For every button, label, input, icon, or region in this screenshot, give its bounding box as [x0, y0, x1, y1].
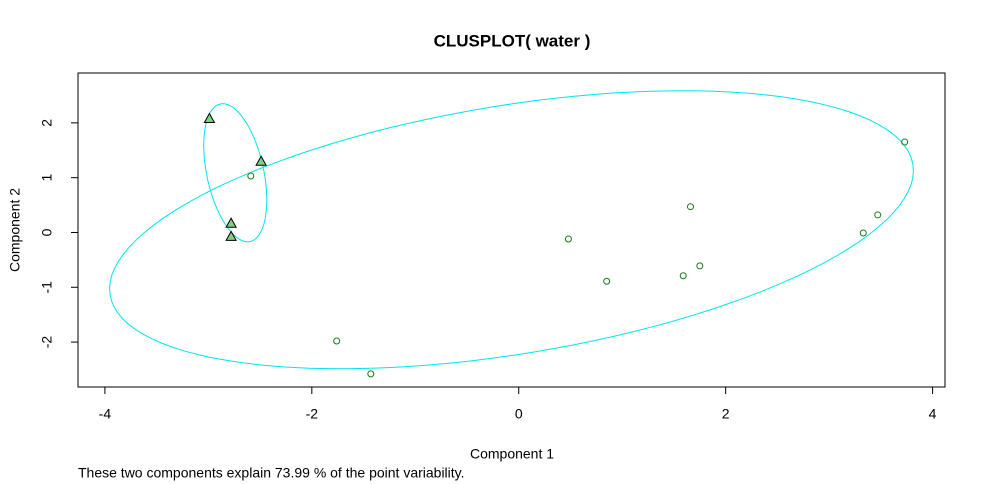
x-tick-label: 0: [515, 406, 523, 422]
plot-frame: [77, 72, 946, 388]
point: [859, 229, 867, 237]
point: [874, 211, 882, 219]
subtitle: These two components explain 73.99 % of …: [78, 465, 465, 481]
point: [901, 138, 909, 146]
y-tick-label: 0: [39, 228, 55, 236]
point: [203, 112, 216, 124]
x-tick-label: 4: [929, 406, 937, 422]
cluster-ellipse: [109, 90, 914, 370]
point: [225, 217, 237, 228]
x-tick-label: -4: [99, 406, 112, 422]
y-axis-label: Component 2: [7, 188, 23, 272]
x-tick-label: -2: [306, 406, 319, 422]
y-tick-label: -1: [39, 281, 55, 294]
point: [225, 230, 237, 241]
x-tick-label: 2: [722, 406, 730, 422]
point: [564, 235, 572, 243]
chart-title: CLUSPLOT( water ): [434, 31, 591, 50]
y-tick-label: -2: [39, 336, 55, 349]
y-tick-label: 1: [39, 174, 55, 182]
cluster-ellipse: [203, 103, 268, 243]
point: [679, 272, 687, 280]
x-axis-label: Component 1: [470, 446, 554, 462]
point: [247, 172, 255, 180]
y-tick-label: 2: [39, 119, 55, 127]
point: [603, 277, 611, 285]
point: [333, 337, 341, 345]
point: [686, 203, 694, 211]
point: [367, 370, 375, 378]
point: [255, 155, 267, 166]
point: [696, 262, 704, 270]
